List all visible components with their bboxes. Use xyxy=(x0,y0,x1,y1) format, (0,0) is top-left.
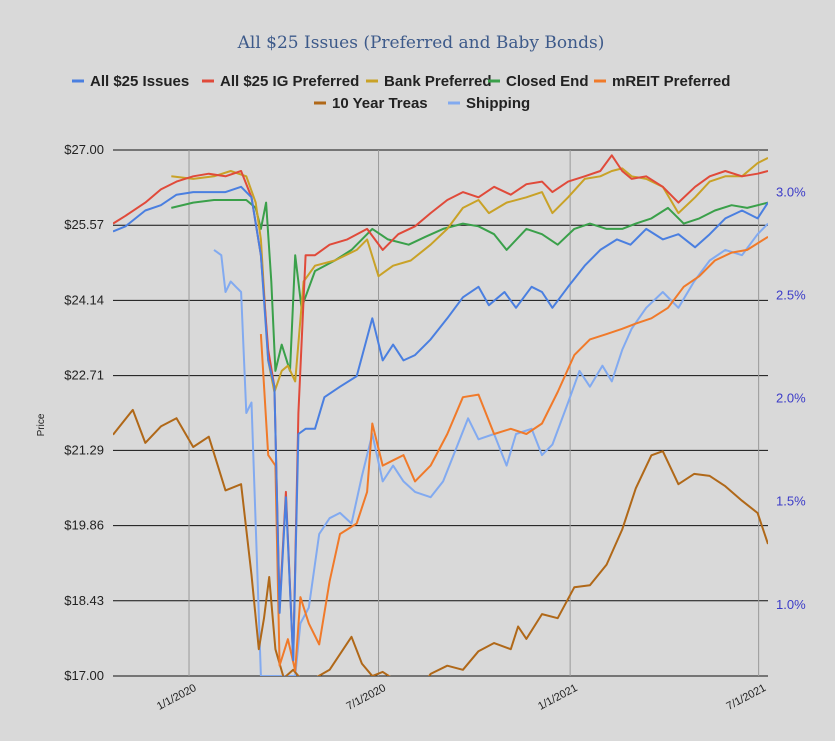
y-axis-left: $17.00 $18.43 $19.86 $21.29 $22.71 $24.14 $25.… xyxy=(64,142,104,683)
series-line-closed-end xyxy=(171,199,768,372)
y-axis-right: 1.0% 1.5% 2.0% 2.5% 3.0% xyxy=(776,184,806,612)
y-tick-label: $19.86 xyxy=(64,518,104,533)
series-line-10-year-treas xyxy=(113,408,768,676)
y2-tick-label: 3.0% xyxy=(776,184,806,199)
legend-item: Shipping xyxy=(466,95,530,112)
series-line-all-25-issues xyxy=(113,185,768,662)
series-lines xyxy=(113,154,768,676)
gridlines xyxy=(113,149,768,677)
y2-tick-label: 1.0% xyxy=(776,597,806,612)
y-tick-label: $25.57 xyxy=(64,217,104,232)
legend-item: Closed End xyxy=(506,73,589,90)
y-tick-label: $21.29 xyxy=(64,442,104,457)
y-tick-label: $22.71 xyxy=(64,368,104,383)
series-line-mreit-preferred xyxy=(259,235,768,672)
vertical-gridlines xyxy=(188,150,760,676)
legend: All $25 Issues All $25 IG Preferred Bank P… xyxy=(72,73,730,112)
series-line-shipping xyxy=(213,222,768,676)
y2-tick-label: 2.5% xyxy=(776,287,806,302)
y-tick-label: $17.00 xyxy=(64,668,104,683)
legend-item: Bank Preferred xyxy=(384,73,492,90)
x-tick-label: 7/1/2021 xyxy=(725,682,768,713)
y2-tick-label: 2.0% xyxy=(776,391,806,406)
legend-item: All $25 IG Preferred xyxy=(220,73,359,90)
x-tick-label: 1/1/2020 xyxy=(155,682,198,713)
y-tick-label: $24.14 xyxy=(64,292,104,307)
legend-item: All $25 Issues xyxy=(90,73,189,90)
series-line-all-25-ig-preferred xyxy=(113,154,768,662)
legend-item: mREIT Preferred xyxy=(612,73,730,90)
x-axis: 1/1/2020 7/1/2020 1/1/2021 7/1/2021 xyxy=(155,682,768,713)
y-tick-label: $27.00 xyxy=(64,142,104,157)
chart-title: All $25 Issues (Preferred and Baby Bonds… xyxy=(237,33,605,53)
series-line-bank-preferred xyxy=(171,157,768,393)
y-tick-label: $18.43 xyxy=(64,593,104,608)
x-tick-label: 1/1/2021 xyxy=(536,682,579,713)
y2-tick-label: 1.5% xyxy=(776,494,806,509)
x-tick-label: 7/1/2020 xyxy=(345,682,388,713)
y-axis-label: Price xyxy=(36,413,47,436)
legend-item: 10 Year Treas xyxy=(332,95,428,112)
